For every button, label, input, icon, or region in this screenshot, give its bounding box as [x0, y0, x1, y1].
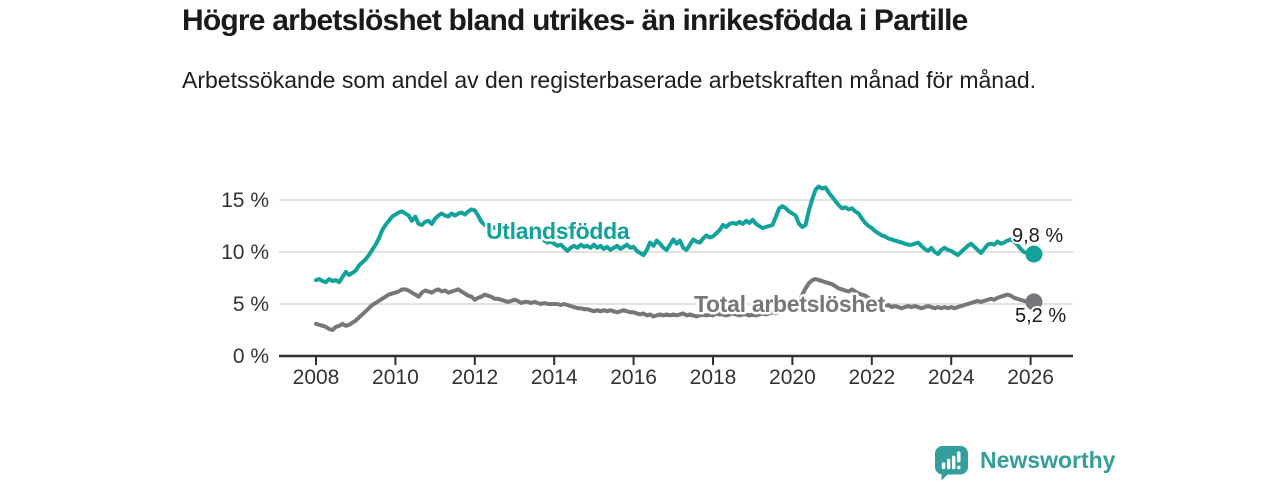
x-axis-tick-label: 2016: [610, 366, 657, 389]
series-end-value-label: 9,8 %: [1012, 225, 1063, 247]
branding-footer: Newsworthy: [934, 445, 1115, 481]
x-axis-tick-label: 2026: [1007, 366, 1054, 389]
series-end-dot: [1025, 245, 1043, 263]
y-axis-tick-label: 5 %: [233, 293, 269, 316]
chart-subtitle: Arbetssökande som andel av den registerb…: [182, 67, 1037, 93]
y-axis-tick-label: 0 %: [233, 345, 269, 368]
x-axis-tick-label: 2008: [293, 366, 340, 389]
x-axis-tick-label: 2022: [848, 366, 895, 389]
newsworthy-logo-icon: [935, 446, 968, 481]
x-axis-tick-label: 2012: [451, 366, 498, 389]
series-line-utlandsfodda: [314, 184, 1036, 285]
y-axis-tick-label: 10 %: [221, 241, 269, 264]
x-axis-tick-label: 2020: [769, 366, 816, 389]
series-end-value-label: 5,2 %: [1015, 305, 1066, 327]
x-axis-tick-label: 2014: [531, 366, 578, 389]
x-axis-tick-label: 2010: [372, 366, 419, 389]
series-label: Utlandsfödda: [486, 218, 630, 244]
series-label: Total arbetslöshet: [694, 291, 886, 317]
chart-title: Högre arbetslöshet bland utrikes- än inr…: [182, 4, 968, 37]
branding-name: Newsworthy: [980, 447, 1116, 473]
x-axis-tick-label: 2024: [928, 366, 975, 389]
y-axis-tick-label: 15 %: [221, 189, 269, 212]
x-axis-tick-label: 2018: [690, 366, 737, 389]
series-line-total: [314, 277, 1036, 332]
series-end-dot: [1025, 293, 1043, 311]
